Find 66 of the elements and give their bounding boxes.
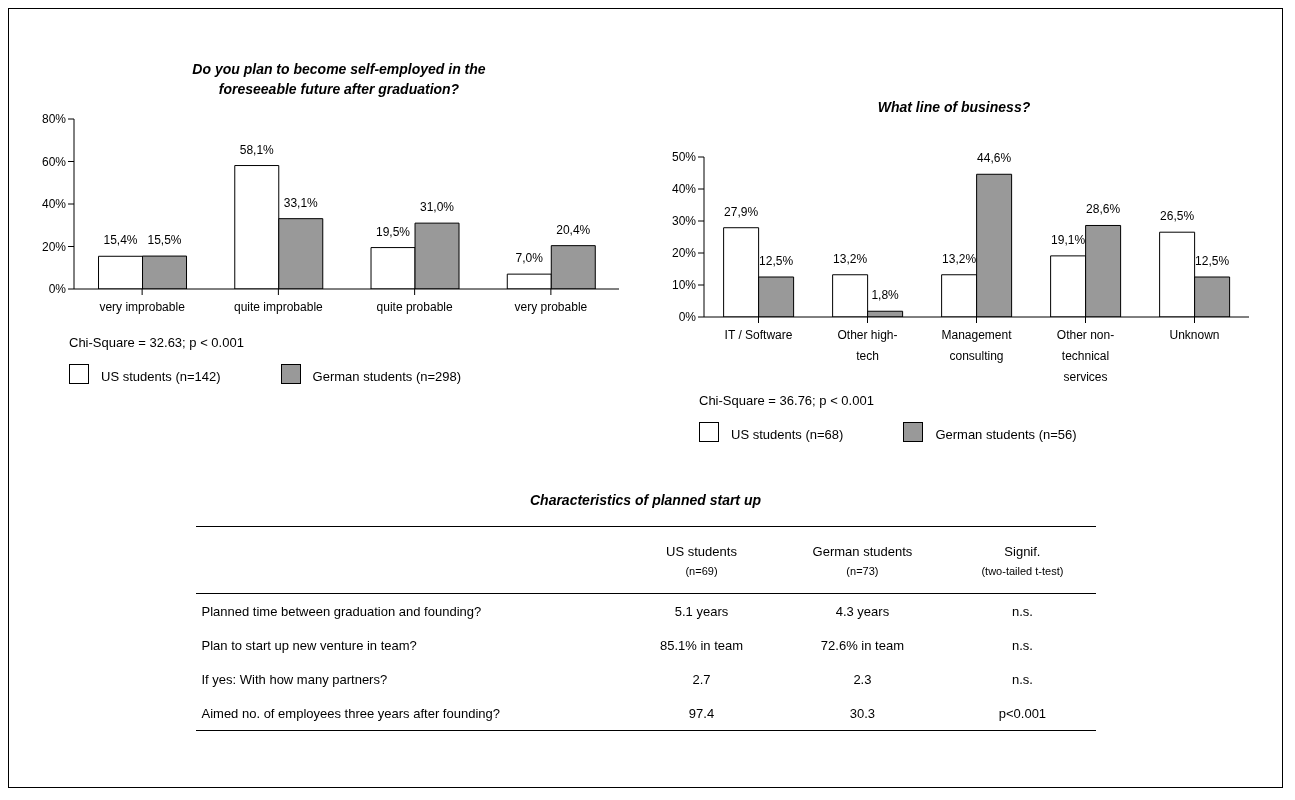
text: 2.7: [691, 670, 712, 689]
text: n.s.: [1010, 602, 1034, 621]
x-tick-label: very improbable: [99, 300, 186, 314]
text: Characteristics of planned start up: [528, 492, 763, 508]
data-label: 15,5%: [147, 233, 182, 248]
y-tick-label: 30%: [671, 214, 697, 229]
chart-title: Do you plan to become self-employed in the foreseeable future after graduation?: [191, 60, 487, 99]
text: n.s.: [1010, 670, 1034, 689]
text: US students (n=69): [665, 543, 738, 577]
legend-label: US students (n=142): [101, 369, 221, 384]
data-label: 26,5%: [1160, 209, 1195, 224]
text: p<0.001: [997, 704, 1048, 723]
data-label: 19,1%: [1051, 232, 1086, 247]
chart-title: What line of business?: [876, 98, 1032, 117]
y-tick-label: 20%: [671, 246, 697, 261]
y-tick-label: 40%: [671, 182, 697, 197]
text: 72.6% in team: [819, 636, 905, 655]
data-label: 33,1%: [283, 195, 319, 210]
data-label: 27,9%: [724, 204, 759, 219]
data-label: 1,8%: [871, 288, 900, 303]
y-tick-label: 60%: [41, 154, 67, 169]
y-tick-label: 20%: [41, 239, 67, 254]
text: Aimed no. of employees three years after founding?: [200, 704, 501, 723]
y-tick-label: 80%: [41, 112, 67, 127]
data-label: 15,4%: [103, 233, 138, 248]
x-tick-label: quite improbable: [234, 300, 324, 314]
text: If yes: With how many partners?: [200, 670, 389, 689]
data-label: 7,0%: [515, 251, 544, 266]
data-label: 12,5%: [1195, 254, 1230, 268]
data-label: 20,4%: [556, 222, 591, 237]
text: Chi-Square = 32.63; p < 0.001: [68, 335, 245, 350]
x-tick-label: Unknown: [1169, 328, 1220, 342]
text: Signif. (two-tailed t-test): [980, 543, 1065, 577]
text: 85.1% in team: [658, 636, 745, 655]
x-tick-label: Management consulting: [941, 328, 1013, 363]
y-tick-label: 50%: [671, 150, 697, 165]
data-label: 31,0%: [420, 200, 455, 215]
x-tick-label: very probable: [514, 300, 588, 314]
text: German students (n=73): [811, 543, 914, 577]
text: 30.3: [848, 704, 877, 723]
data-label: 58,1%: [239, 142, 275, 157]
text: Chi-Square = 36.76; p < 0.001: [698, 393, 875, 408]
data-label: 12,5%: [759, 254, 794, 268]
legend-label: German students (n=56): [935, 427, 1077, 442]
text: 97.4: [687, 704, 716, 723]
data-label: 28,6%: [1086, 202, 1121, 217]
text: Plan to start up new venture in team?: [200, 636, 418, 655]
y-tick-label: 40%: [41, 197, 67, 212]
text: 5.1 years: [673, 602, 730, 621]
data-label: 44,6%: [977, 151, 1012, 166]
data-label: 13,2%: [942, 251, 977, 266]
text: Planned time between graduation and founding?: [200, 602, 483, 621]
legend-label: German students (n=298): [312, 369, 462, 384]
y-tick-label: 10%: [671, 278, 697, 293]
y-tick-label: 0%: [678, 310, 697, 325]
x-tick-label: quite probable: [376, 300, 453, 314]
text: 4.3 years: [834, 602, 891, 621]
data-label: 19,5%: [376, 224, 411, 239]
x-tick-label: Other high-tech: [837, 328, 898, 363]
text: n.s.: [1010, 636, 1034, 655]
y-tick-label: 0%: [48, 282, 67, 297]
x-tick-label: Other non-technical services: [1056, 328, 1115, 384]
x-tick-label: IT / Software: [724, 328, 793, 342]
data-label: 13,2%: [833, 251, 868, 266]
legend-label: US students (n=68): [731, 427, 844, 442]
text: 2.3: [852, 670, 873, 689]
